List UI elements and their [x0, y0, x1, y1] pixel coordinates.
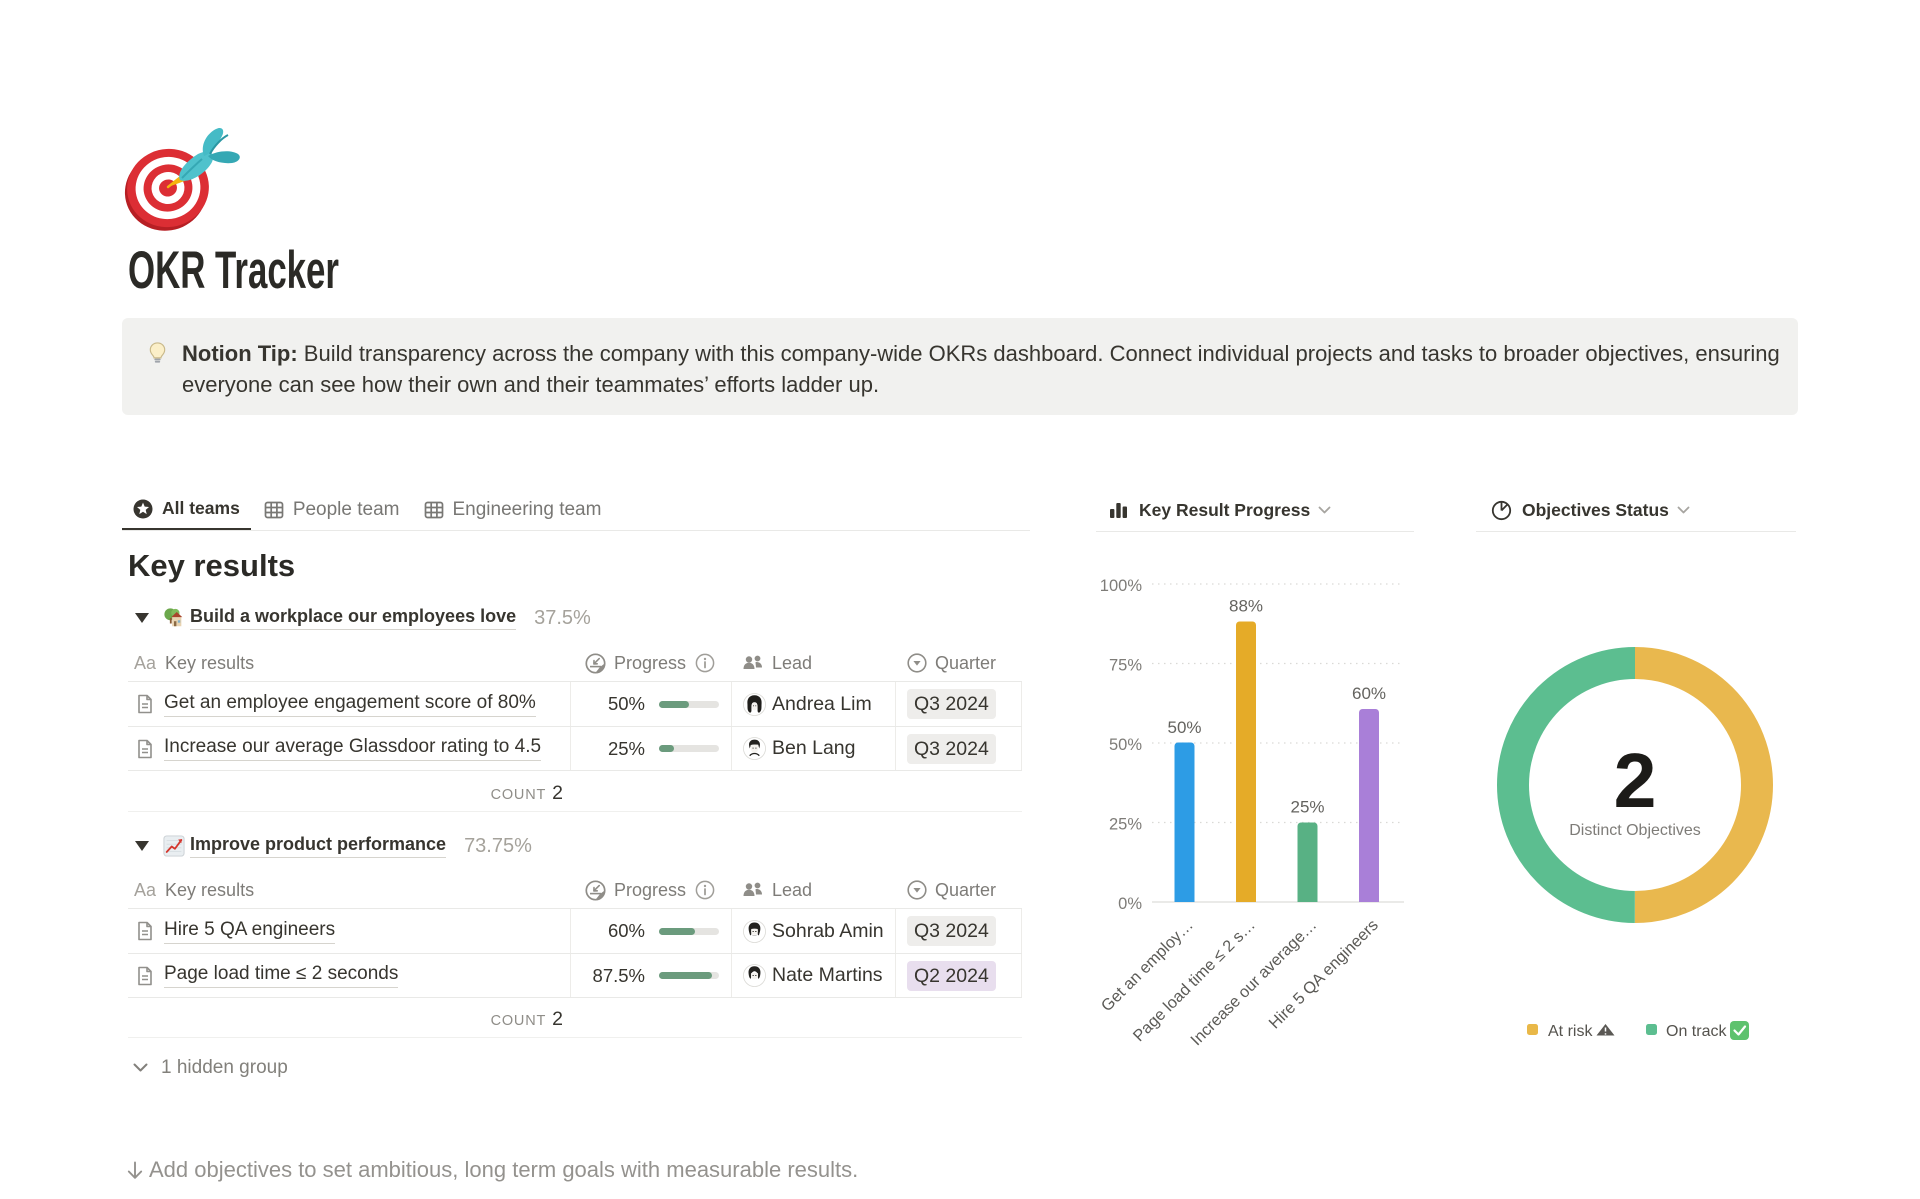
svg-text:60%: 60%	[1352, 684, 1386, 703]
svg-text:88%: 88%	[1229, 597, 1263, 616]
svg-text:Page load time ≤ 2 s…: Page load time ≤ 2 s…	[1130, 916, 1259, 1045]
svg-text:At risk: At risk	[1548, 1023, 1593, 1040]
svg-text:On track: On track	[1666, 1023, 1727, 1040]
svg-text:50%: 50%	[1167, 718, 1201, 737]
svg-text:Distinct Objectives: Distinct Objectives	[1569, 822, 1701, 839]
svg-text:2: 2	[1614, 738, 1657, 824]
svg-text:50%: 50%	[1109, 736, 1142, 754]
svg-text:25%: 25%	[1290, 798, 1324, 817]
svg-text:Increase our average…: Increase our average…	[1187, 916, 1320, 1049]
svg-text:100%: 100%	[1100, 577, 1143, 595]
svg-text:25%: 25%	[1109, 816, 1142, 834]
svg-text:75%: 75%	[1109, 657, 1142, 675]
svg-text:0%: 0%	[1118, 895, 1142, 913]
svg-text:Hire 5 QA engineers: Hire 5 QA engineers	[1265, 916, 1381, 1032]
